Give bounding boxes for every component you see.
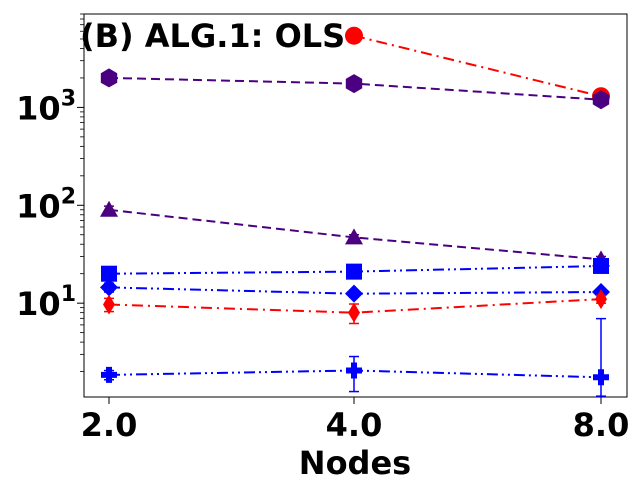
data-point <box>101 265 117 282</box>
data-point <box>593 369 609 386</box>
series-3 <box>100 200 610 267</box>
series-2 <box>100 68 610 110</box>
x-tick-label: 4.0 <box>326 406 383 444</box>
data-point <box>345 26 363 45</box>
data-point <box>595 289 607 310</box>
chart-title: (B) ALG.1: OLS <box>80 17 345 55</box>
data-point <box>346 263 362 280</box>
data-point <box>100 200 118 217</box>
series-layer <box>100 26 610 397</box>
x-axis-title: Nodes <box>299 444 411 482</box>
y-tick-label: 102 <box>16 184 76 225</box>
series-1 <box>345 26 610 106</box>
data-point <box>100 278 118 297</box>
data-point <box>593 257 609 274</box>
x-tick-label: 2.0 <box>81 406 138 444</box>
data-point <box>345 228 363 245</box>
series-5 <box>100 278 610 303</box>
data-point <box>345 74 363 94</box>
data-point <box>103 294 115 315</box>
x-tick-label: 8.0 <box>573 406 630 444</box>
data-point <box>100 68 118 88</box>
data-point <box>346 362 362 379</box>
data-point <box>345 284 363 303</box>
y-tick-label: 101 <box>16 282 76 323</box>
plot-area <box>83 13 628 398</box>
data-point <box>592 90 610 110</box>
series-line <box>353 34 602 98</box>
y-tick-label: 103 <box>16 86 76 127</box>
axes-layer: 2.0 4.0 8.0 101 102 103 <box>16 13 630 444</box>
series-6 <box>103 289 607 325</box>
data-point <box>348 302 360 323</box>
series-4 <box>101 257 609 282</box>
series-7 <box>101 317 609 397</box>
data-point <box>101 366 117 383</box>
